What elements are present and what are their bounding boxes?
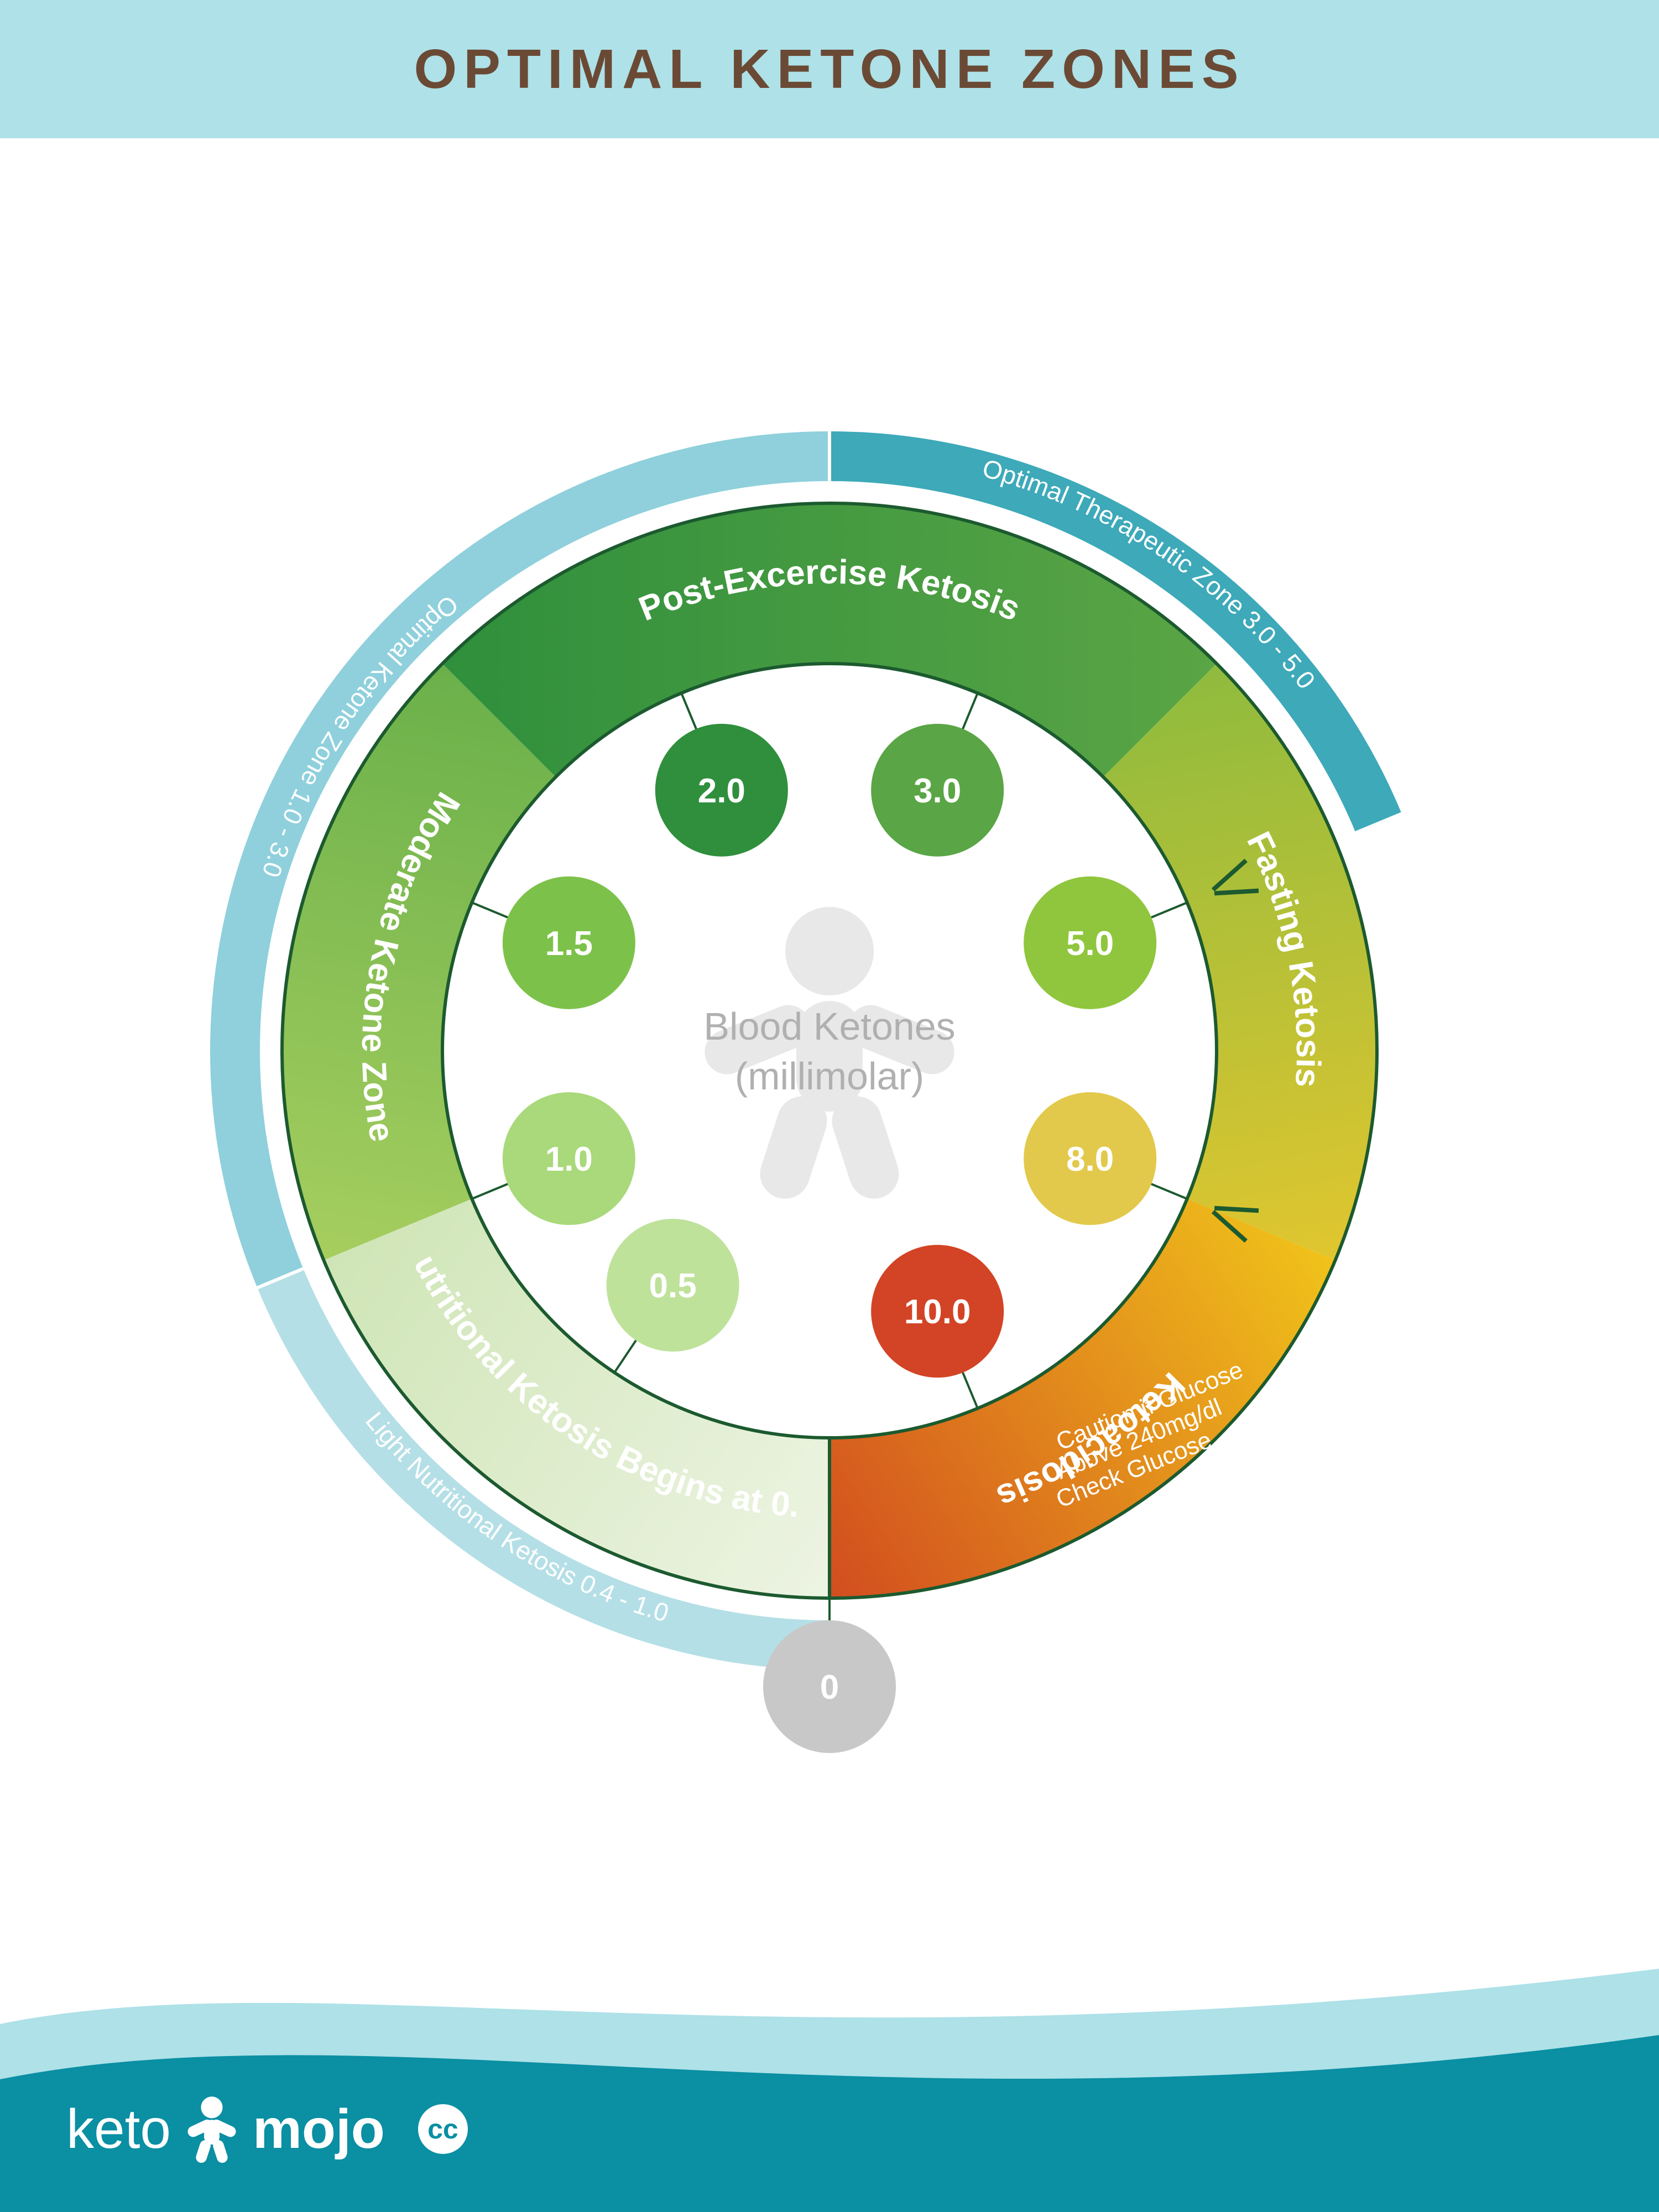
marker-label-1.0: 1.0 xyxy=(545,1140,593,1178)
logo-text-mojo: mojo xyxy=(253,2098,385,2161)
marker-label-5.0: 5.0 xyxy=(1066,925,1114,963)
center-label-1: Blood Ketones xyxy=(703,1005,955,1048)
marker-label-0: 0 xyxy=(820,1668,839,1707)
marker-label-0.5: 0.5 xyxy=(649,1267,697,1305)
ketone-gauge-chart: Blood Ketones(millimolar)Nutritional Ket… xyxy=(0,221,1659,1936)
center-label-2: (millimolar) xyxy=(735,1055,924,1098)
logo-text-keto: keto xyxy=(66,2098,171,2161)
footer-wave xyxy=(0,1936,1659,2212)
marker-label-8.0: 8.0 xyxy=(1066,1140,1114,1178)
marker-label-2.0: 2.0 xyxy=(698,772,745,810)
page-title: OPTIMAL KETONE ZONES xyxy=(414,38,1245,101)
brand-logo: keto mojo cc xyxy=(66,2090,468,2168)
logo-figure-icon xyxy=(173,2090,251,2168)
marker-label-10.0: 10.0 xyxy=(904,1293,971,1331)
marker-label-1.5: 1.5 xyxy=(545,925,593,963)
marker-label-3.0: 3.0 xyxy=(914,772,961,810)
gauge-svg: Blood Ketones(millimolar)Nutritional Ket… xyxy=(0,221,1659,1936)
cc-badge-icon: cc xyxy=(418,2104,468,2154)
ring-segment-0 xyxy=(324,1199,830,1598)
header-band: OPTIMAL KETONE ZONES xyxy=(0,0,1659,138)
